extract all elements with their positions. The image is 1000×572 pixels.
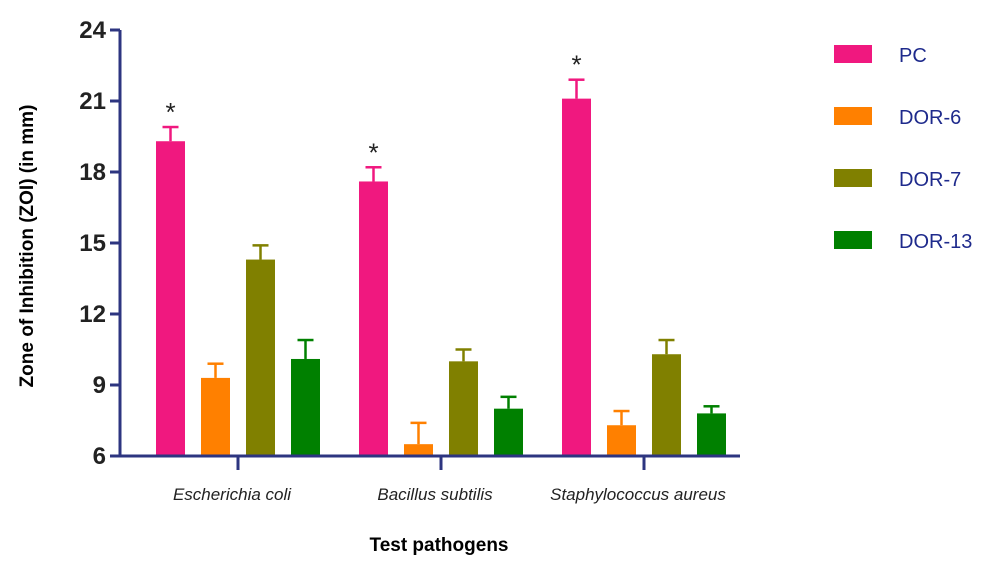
legend: PC DOR-6 DOR-7 DOR-13 [834,45,972,253]
plot-area: * * * [156,50,726,456]
x-tick-label-0: Escherichia coli [173,485,292,504]
bar-dor-13-2 [697,413,726,456]
x-tick-label-2: Staphylococcus aureus [550,485,726,504]
bar-dor-6-1 [404,444,433,456]
bar-pc-2 [562,98,591,456]
bar-dor-7-0 [246,259,275,456]
legend-swatch-dor-7 [834,169,872,187]
legend-label-dor-13: DOR-13 [899,231,972,253]
legend-label-dor-7: DOR-7 [899,169,961,191]
legend-swatch-dor-6 [834,107,872,125]
bar-pc-1 [359,181,388,456]
bar-dor-7-1 [449,361,478,456]
x-axis-title: Test pathogens [370,535,509,556]
y-axis-title: Zone of Inhibition (ZOI) (in mm) [17,105,38,388]
bar-dor-6-2 [607,425,636,456]
legend-swatch-dor-13 [834,231,872,249]
bar-dor-6-0 [201,377,230,456]
y-tick-label-6: 6 [93,443,106,470]
y-tick-label-9: 9 [93,372,106,399]
y-tick-label-18: 18 [79,159,106,186]
y-tick-label-21: 21 [79,88,106,115]
bar-dor-13-1 [494,408,523,456]
bar-dor-13-0 [291,358,320,456]
y-tick-label-24: 24 [79,17,106,44]
y-tick-label-15: 15 [79,230,106,257]
legend-label-dor-6: DOR-6 [899,107,961,129]
x-tick-label-1: Bacillus subtilis [377,485,493,504]
legend-label-pc: PC [899,45,927,67]
legend-swatch-pc [834,45,872,63]
axes: 6 9 12 15 18 21 24 Escherichia coli Bacillus sub… [79,17,740,504]
significance-marker-2: * [571,50,581,80]
bar-dor-7-2 [652,354,681,456]
significance-marker-0: * [165,97,175,127]
bar-pc-0 [156,141,185,456]
y-tick-label-12: 12 [79,301,106,328]
significance-marker-1: * [368,137,378,167]
